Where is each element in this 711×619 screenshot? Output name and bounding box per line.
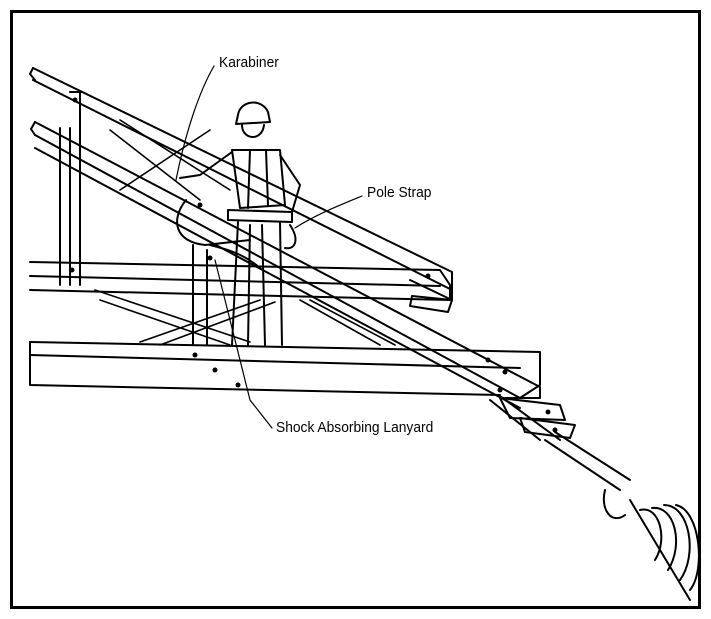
mounting-bracket <box>409 295 576 441</box>
leader-lines <box>175 65 363 429</box>
upper-diagonal-beam <box>29 67 453 301</box>
lineworker-figure <box>176 101 301 346</box>
lower-crossarm <box>29 341 541 399</box>
karabiner-label: Karabiner <box>219 54 279 71</box>
cross-braces <box>94 119 396 346</box>
pole-strap-label: Pole Strap <box>367 184 432 201</box>
insulator-string <box>544 431 700 601</box>
left-vertical-post <box>59 91 83 286</box>
bolt-holes <box>69 97 558 433</box>
shock-absorbing-lanyard-label: Shock Absorbing Lanyard <box>276 419 434 436</box>
middle-crossarm <box>29 261 451 301</box>
